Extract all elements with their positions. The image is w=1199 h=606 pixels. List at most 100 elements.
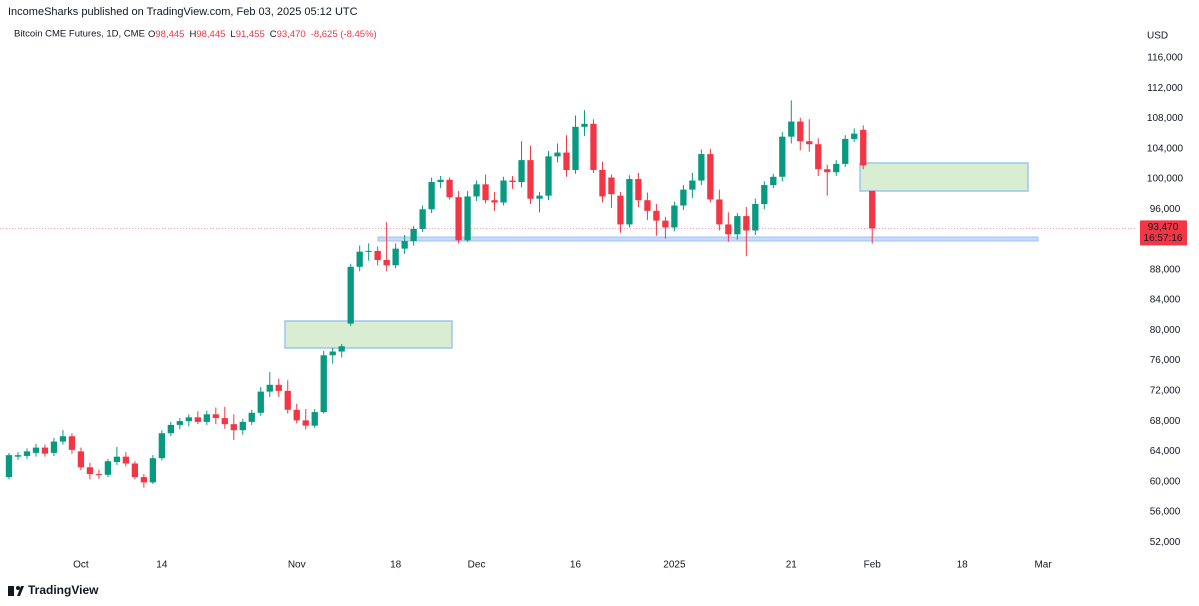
candle-body xyxy=(527,160,534,199)
candle-body xyxy=(392,248,399,266)
candle-body xyxy=(734,216,741,235)
candle-body xyxy=(707,154,714,200)
x-tick-label: Nov xyxy=(288,560,306,571)
candle-body xyxy=(572,126,579,170)
candle-body xyxy=(509,180,516,183)
ohlc-key: O xyxy=(148,29,155,40)
candle-body xyxy=(338,346,345,352)
candle-body xyxy=(239,421,246,431)
logo-mark xyxy=(8,586,14,596)
y-tick-label: 64,000 xyxy=(1150,446,1181,457)
candle-body xyxy=(68,436,76,450)
candle-body xyxy=(662,220,669,228)
candle-body xyxy=(293,409,300,421)
candle-body xyxy=(437,179,444,183)
candle-body xyxy=(221,418,228,425)
candle-body xyxy=(455,197,462,241)
candle-body xyxy=(158,433,166,459)
x-tick-label: 2025 xyxy=(663,560,686,571)
candle-body xyxy=(95,474,103,476)
candle-body xyxy=(185,417,192,422)
candle-body xyxy=(104,461,112,475)
candle-body xyxy=(275,384,282,391)
candle-body xyxy=(608,177,615,195)
y-tick-label: 52,000 xyxy=(1150,537,1181,548)
candle-body xyxy=(230,424,237,431)
candle-body xyxy=(131,463,139,478)
logo-mark xyxy=(17,586,24,596)
x-tick-label: 16 xyxy=(570,560,582,571)
candle-body xyxy=(788,121,795,137)
candle-body xyxy=(869,190,876,229)
zone-box xyxy=(284,320,453,349)
y-tick-label: 112,000 xyxy=(1147,83,1183,94)
ohlc-key: L xyxy=(230,29,235,40)
ohlc-value: 93,470 xyxy=(277,29,306,40)
x-tick-label: 14 xyxy=(156,560,168,571)
candle-body xyxy=(473,184,480,197)
x-tick-label: Mar xyxy=(1034,560,1052,571)
candle-body xyxy=(77,451,85,468)
candle-body xyxy=(689,180,696,190)
candle-body xyxy=(86,467,94,475)
candle-body xyxy=(536,195,543,199)
candle-body xyxy=(113,456,121,462)
candle-body xyxy=(653,210,660,221)
candle-body xyxy=(383,259,390,266)
last-price-label: 93,470 xyxy=(1148,222,1179,233)
candle-body xyxy=(626,179,633,225)
candle-body xyxy=(446,179,453,198)
header-text: IncomeSharks published on TradingView.co… xyxy=(8,6,358,18)
candle-body xyxy=(329,351,336,356)
y-tick-label: 96,000 xyxy=(1150,204,1181,215)
candle-body xyxy=(815,144,822,170)
currency: USD xyxy=(1147,31,1168,42)
ohlc-key: C xyxy=(270,29,277,40)
chart-title: Bitcoin CME Futures, 1D, CME xyxy=(14,29,145,40)
x-tick-label: 21 xyxy=(786,560,798,571)
y-tick-label: 88,000 xyxy=(1150,264,1181,275)
candle-body xyxy=(356,251,363,267)
candle-body xyxy=(266,384,273,392)
y-tick-label: 104,000 xyxy=(1147,143,1184,154)
candle-body xyxy=(140,477,148,483)
candle-body xyxy=(797,121,804,142)
candle-body xyxy=(5,455,13,478)
footer-logo: TradingView xyxy=(8,583,99,597)
candle-body xyxy=(167,424,174,434)
candle-body xyxy=(374,250,381,260)
countdown: 16:57:16 xyxy=(1144,233,1183,244)
x-tick-label: Oct xyxy=(73,560,89,571)
candle-body xyxy=(320,355,327,413)
ohlc-value: 98,445 xyxy=(155,29,184,40)
candle-body xyxy=(149,458,157,483)
candle-body xyxy=(491,200,498,203)
candle-body xyxy=(716,199,723,225)
candle-body xyxy=(176,421,183,425)
candle-body xyxy=(248,412,255,422)
candle-body xyxy=(464,196,471,241)
zone-box xyxy=(859,162,1029,192)
candle-body xyxy=(194,417,201,422)
ohlc-key: H xyxy=(189,29,196,40)
x-tick-label: 18 xyxy=(390,560,402,571)
candle-body xyxy=(212,414,219,419)
candle-body xyxy=(671,205,678,228)
ohlc-legend: O98,445 H98,445 L91,455 C93,470 -8,625 (-8.4… xyxy=(148,29,377,40)
candle-body xyxy=(410,228,417,242)
candle-body xyxy=(347,266,354,324)
candle-body xyxy=(59,436,67,442)
y-tick-label: 80,000 xyxy=(1150,325,1181,336)
candle-body xyxy=(554,152,561,157)
candle-body xyxy=(761,185,768,204)
y-tick-label: 108,000 xyxy=(1147,113,1184,124)
change: -8,625 (-8.45%) xyxy=(311,29,377,40)
candle-body xyxy=(590,123,597,170)
y-tick-label: 60,000 xyxy=(1150,476,1181,487)
candle-body xyxy=(743,216,750,231)
ohlc-value: 91,455 xyxy=(236,29,265,40)
candle-body xyxy=(14,455,22,457)
candle-body xyxy=(752,204,759,231)
brand: TradingView xyxy=(28,583,99,597)
